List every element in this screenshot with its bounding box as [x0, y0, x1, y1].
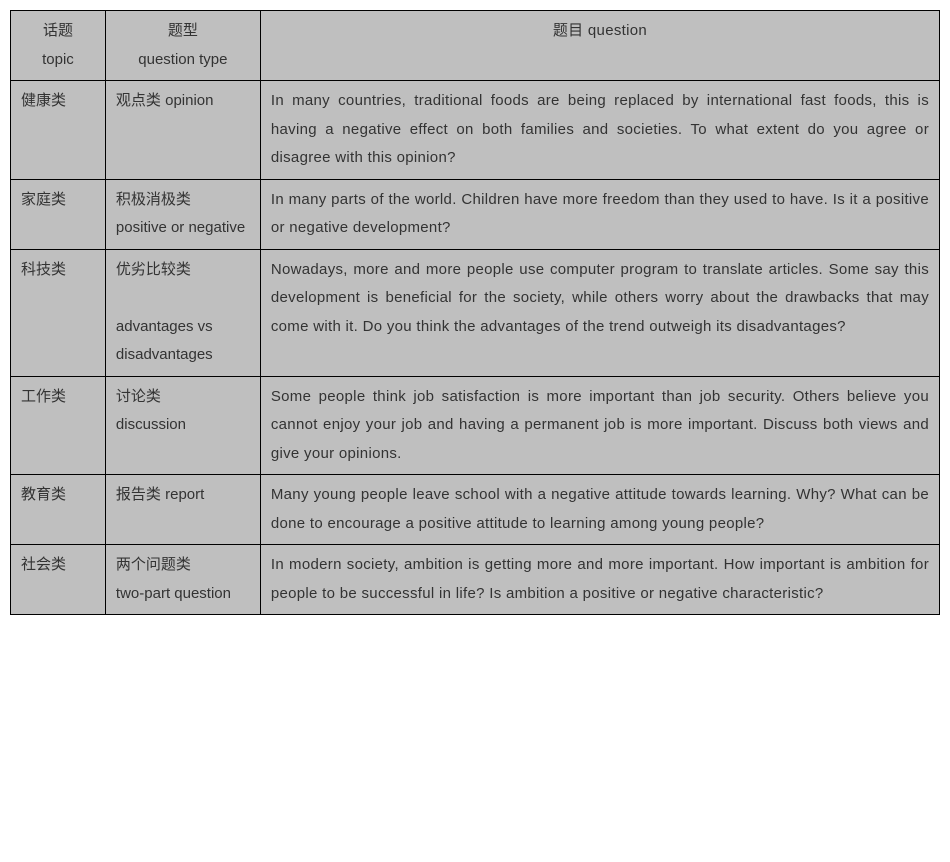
table-row: 社会类 两个问题类 two-part question In modern so… [11, 545, 940, 615]
table-row: 工作类 讨论类 discussion Some people think job… [11, 376, 940, 475]
type-cn: 观点类 [116, 92, 161, 109]
cell-type: 两个问题类 two-part question [105, 545, 260, 615]
table-row: 教育类 报告类 report Many young people leave s… [11, 475, 940, 545]
type-en: opinion [165, 92, 213, 109]
cell-topic: 工作类 [11, 376, 106, 475]
header-type-cn: 题型 [168, 22, 198, 39]
essay-topics-table: 话题 topic 题型 question type 题目 question 健康… [10, 10, 940, 615]
header-question-en: question [588, 22, 647, 39]
cell-type: 优劣比较类 advantages vs disadvantages [105, 249, 260, 376]
cell-type: 报告类 report [105, 475, 260, 545]
type-en: positive or negative [116, 219, 245, 236]
table-row: 科技类 优劣比较类 advantages vs disadvantages No… [11, 249, 940, 376]
header-question-cn: 题目 [553, 22, 584, 39]
type-cn: 积极消极类 [116, 191, 191, 208]
cell-topic: 科技类 [11, 249, 106, 376]
table-row: 家庭类 积极消极类 positive or negative In many p… [11, 179, 940, 249]
type-en: advantages vs disadvantages [116, 318, 213, 364]
type-en: two-part question [116, 585, 231, 602]
cell-question: Many young people leave school with a ne… [260, 475, 939, 545]
type-en: report [165, 486, 204, 503]
cell-question: In modern society, ambition is getting m… [260, 545, 939, 615]
cell-topic: 健康类 [11, 81, 106, 180]
header-type: 题型 question type [105, 11, 260, 81]
cell-question: In many parts of the world. Children hav… [260, 179, 939, 249]
header-type-en: question type [138, 51, 227, 68]
header-topic-cn: 话题 [43, 22, 73, 39]
cell-type: 观点类 opinion [105, 81, 260, 180]
cell-type: 讨论类 discussion [105, 376, 260, 475]
type-cn: 优劣比较类 [116, 261, 191, 278]
type-cn: 讨论类 [116, 388, 161, 405]
type-cn: 两个问题类 [116, 556, 191, 573]
cell-question: Some people think job satisfaction is mo… [260, 376, 939, 475]
header-question: 题目 question [260, 11, 939, 81]
type-en: discussion [116, 416, 186, 433]
cell-type: 积极消极类 positive or negative [105, 179, 260, 249]
table-row: 健康类 观点类 opinion In many countries, tradi… [11, 81, 940, 180]
cell-question: Nowadays, more and more people use compu… [260, 249, 939, 376]
table-body: 健康类 观点类 opinion In many countries, tradi… [11, 81, 940, 615]
header-topic: 话题 topic [11, 11, 106, 81]
cell-topic: 家庭类 [11, 179, 106, 249]
table-header-row: 话题 topic 题型 question type 题目 question [11, 11, 940, 81]
cell-topic: 社会类 [11, 545, 106, 615]
cell-topic: 教育类 [11, 475, 106, 545]
type-cn: 报告类 [116, 486, 161, 503]
header-topic-en: topic [42, 51, 74, 68]
cell-question: In many countries, traditional foods are… [260, 81, 939, 180]
